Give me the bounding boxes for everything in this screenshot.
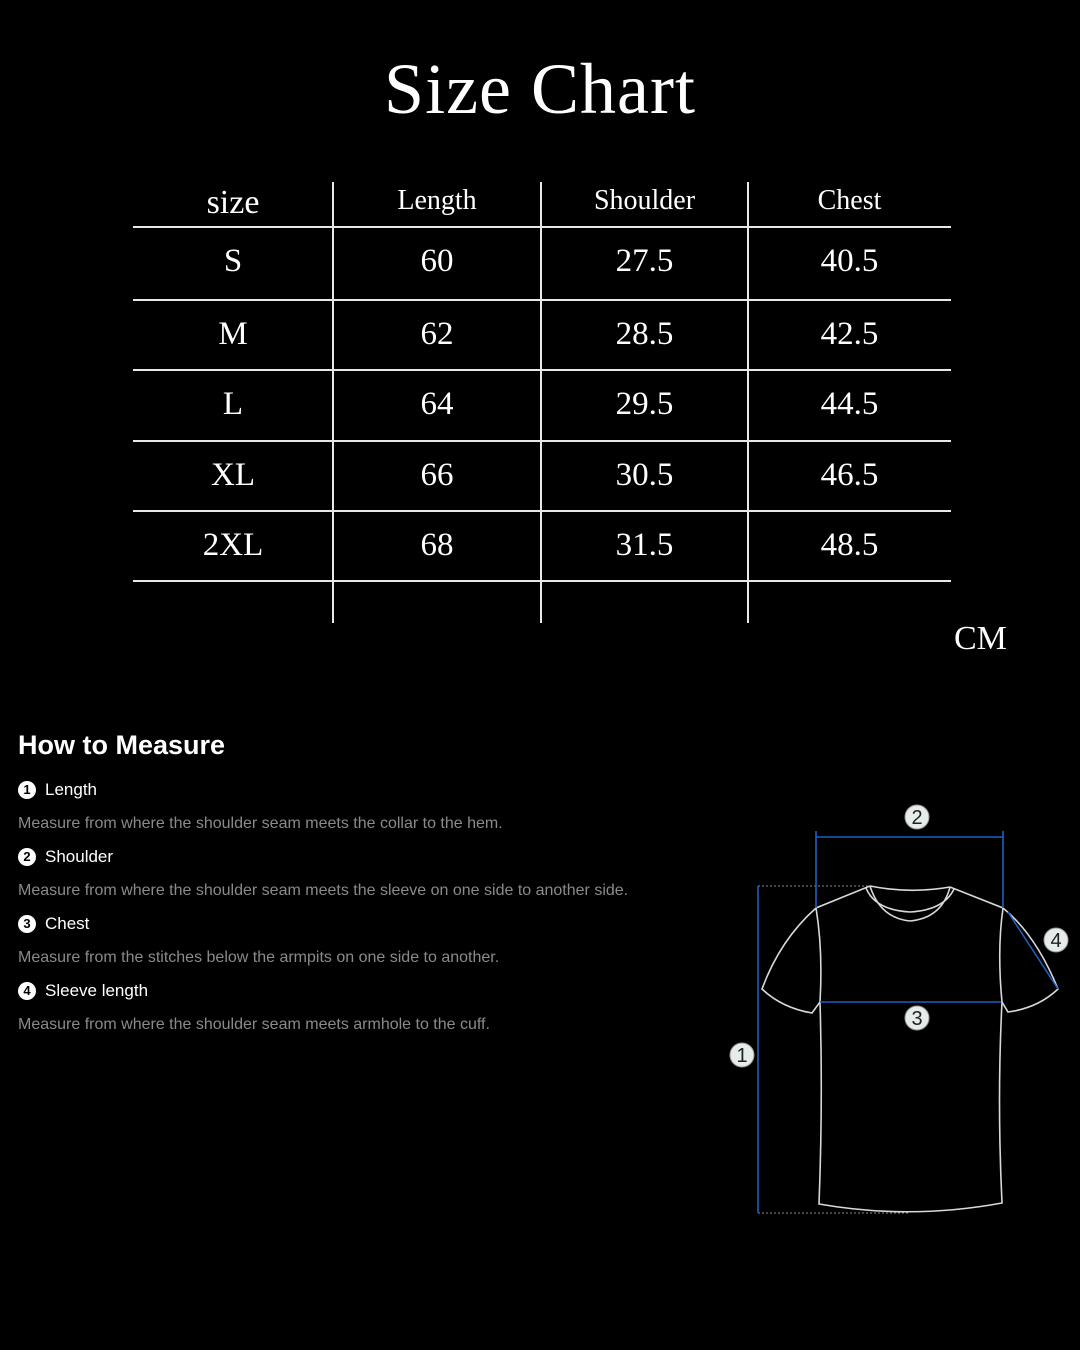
number-badge: 4 bbox=[18, 982, 36, 1000]
table-cell: 2XL bbox=[202, 527, 264, 563]
measure-description: Measure from where the shoulder seam mee… bbox=[18, 882, 629, 899]
row-divider bbox=[133, 226, 951, 228]
row-divider bbox=[133, 440, 951, 442]
measure-description: Measure from where the shoulder seam mee… bbox=[18, 1016, 490, 1033]
row-divider bbox=[133, 369, 951, 371]
column-divider bbox=[747, 182, 749, 623]
row-divider bbox=[133, 580, 951, 582]
number-badge: 1 bbox=[18, 781, 36, 799]
measure-item-2: 2 Shoulder bbox=[18, 847, 113, 867]
header-length: Length bbox=[397, 185, 477, 216]
marker-4: 4 bbox=[1043, 927, 1069, 953]
table-cell: 27.5 bbox=[615, 243, 674, 279]
how-to-measure-heading: How to Measure bbox=[18, 730, 226, 760]
table-cell: 64 bbox=[420, 386, 454, 422]
table-cell: 60 bbox=[420, 243, 454, 279]
header-chest: Chest bbox=[817, 185, 882, 216]
table-cell: M bbox=[218, 316, 248, 352]
table-cell: 29.5 bbox=[615, 386, 674, 422]
table-cell: 28.5 bbox=[615, 316, 674, 352]
header-shoulder: Shoulder bbox=[593, 185, 696, 216]
row-divider bbox=[133, 299, 951, 301]
tshirt-diagram: 1 2 3 4 bbox=[729, 804, 1069, 1214]
guide-lines bbox=[758, 885, 910, 1214]
number-badge: 2 bbox=[18, 848, 36, 866]
table-cell: S bbox=[223, 243, 243, 279]
svg-text:3: 3 bbox=[911, 1008, 922, 1030]
table-cell: 66 bbox=[420, 457, 454, 493]
svg-text:4: 4 bbox=[1050, 930, 1061, 952]
table-cell: 68 bbox=[420, 527, 454, 563]
measure-item-4: 4 Sleeve length bbox=[18, 981, 148, 1001]
measure-description: Measure from where the shoulder seam mee… bbox=[18, 815, 503, 832]
row-divider bbox=[133, 510, 951, 512]
column-divider bbox=[332, 182, 334, 623]
measure-label: Shoulder bbox=[45, 847, 114, 866]
table-cell: 46.5 bbox=[820, 457, 879, 493]
svg-text:1: 1 bbox=[736, 1045, 747, 1067]
table-cell: XL bbox=[211, 457, 255, 493]
measure-description: Measure from the stitches below the armp… bbox=[18, 949, 500, 966]
table-cell: 30.5 bbox=[615, 457, 674, 493]
marker-2: 2 bbox=[904, 804, 930, 830]
tshirt-outline bbox=[761, 885, 1059, 1213]
table-cell: 62 bbox=[420, 316, 454, 352]
header-size: size bbox=[206, 184, 260, 221]
table-cell: 42.5 bbox=[820, 316, 879, 352]
column-divider bbox=[540, 182, 542, 623]
marker-1: 1 bbox=[729, 1042, 755, 1068]
number-badge: 3 bbox=[18, 915, 36, 933]
unit-label: CM bbox=[954, 620, 1007, 657]
measure-label: Chest bbox=[45, 914, 90, 933]
measure-label: Length bbox=[45, 780, 97, 799]
table-cell: 44.5 bbox=[820, 386, 879, 422]
table-cell: L bbox=[222, 386, 244, 422]
measure-lines bbox=[757, 831, 1059, 1213]
measure-item-3: 3 Chest bbox=[18, 914, 89, 934]
svg-text:2: 2 bbox=[911, 807, 922, 829]
table-cell: 31.5 bbox=[615, 527, 674, 563]
table-cell: 40.5 bbox=[820, 243, 879, 279]
measure-item-1: 1 Length bbox=[18, 780, 97, 800]
page-title: Size Chart bbox=[384, 49, 696, 129]
table-cell: 48.5 bbox=[820, 527, 879, 563]
marker-3: 3 bbox=[904, 1005, 930, 1031]
measure-label: Sleeve length bbox=[45, 981, 149, 1000]
